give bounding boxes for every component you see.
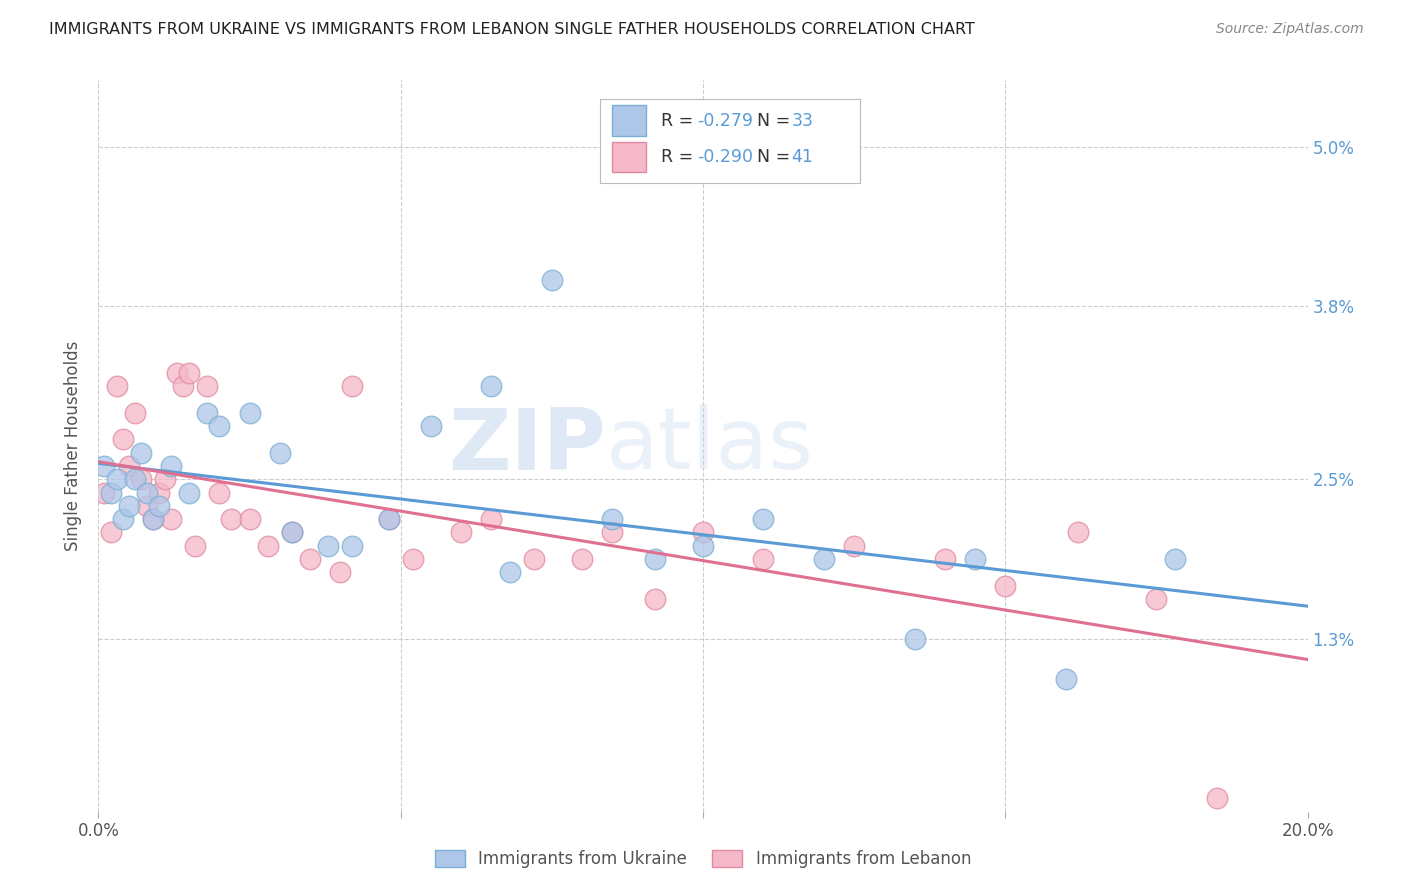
Text: -0.290: -0.290 [697, 148, 754, 166]
Point [160, 512, 183, 526]
Point [498, 566, 520, 580]
Point [342, 379, 364, 393]
Text: IMMIGRANTS FROM UKRAINE VS IMMIGRANTS FROM LEBANON SINGLE FATHER HOUSEHOLDS CORR: IMMIGRANTS FROM UKRAINE VS IMMIGRANTS FR… [49, 22, 976, 37]
Point [166, 366, 188, 380]
Point [1206, 791, 1229, 805]
Point [239, 512, 262, 526]
Point [1163, 552, 1185, 566]
Point [342, 539, 364, 553]
Point [142, 512, 165, 526]
Point [377, 512, 399, 526]
Point [813, 552, 835, 566]
Text: atlas: atlas [606, 404, 814, 488]
Point [208, 419, 231, 434]
Point [148, 499, 170, 513]
Point [100, 525, 122, 540]
FancyBboxPatch shape [600, 99, 860, 183]
Point [904, 632, 927, 646]
Text: R =: R = [661, 148, 699, 166]
Point [93, 458, 115, 473]
Point [965, 552, 987, 566]
Point [105, 472, 128, 486]
Point [105, 379, 128, 393]
Text: N =: N = [758, 112, 796, 129]
Point [118, 458, 141, 473]
Point [450, 525, 472, 540]
Point [602, 512, 624, 526]
Legend: Immigrants from Ukraine, Immigrants from Lebanon: Immigrants from Ukraine, Immigrants from… [429, 843, 977, 875]
Point [602, 525, 624, 540]
Text: 41: 41 [792, 148, 813, 166]
Point [239, 406, 262, 420]
Point [172, 379, 194, 393]
Text: Source: ZipAtlas.com: Source: ZipAtlas.com [1216, 22, 1364, 37]
Point [129, 472, 152, 486]
FancyBboxPatch shape [613, 142, 647, 172]
Point [124, 472, 146, 486]
Point [148, 485, 170, 500]
Point [142, 512, 165, 526]
Point [844, 539, 866, 553]
Y-axis label: Single Father Households: Single Father Households [65, 341, 83, 551]
Point [377, 512, 399, 526]
Point [692, 539, 714, 553]
Point [402, 552, 425, 566]
Point [208, 485, 231, 500]
Point [111, 512, 134, 526]
Point [100, 485, 122, 500]
Point [1144, 591, 1167, 606]
Point [179, 485, 201, 500]
Point [934, 552, 956, 566]
Text: 33: 33 [792, 112, 813, 129]
Text: -0.279: -0.279 [697, 112, 754, 129]
Point [481, 379, 503, 393]
Point [481, 512, 503, 526]
Point [129, 445, 152, 459]
Point [269, 445, 291, 459]
Point [135, 499, 157, 513]
Point [184, 539, 207, 553]
Point [329, 566, 352, 580]
Point [118, 499, 141, 513]
Text: N =: N = [758, 148, 796, 166]
Point [281, 525, 304, 540]
Point [299, 552, 322, 566]
Point [540, 273, 562, 287]
Point [179, 366, 201, 380]
Point [752, 552, 775, 566]
Point [135, 485, 157, 500]
Point [692, 525, 714, 540]
Point [752, 512, 775, 526]
Point [256, 539, 278, 553]
Point [153, 472, 176, 486]
Point [124, 406, 146, 420]
Point [160, 458, 183, 473]
Point [93, 485, 115, 500]
Point [644, 591, 666, 606]
Point [195, 406, 218, 420]
Point [316, 539, 339, 553]
Point [281, 525, 304, 540]
Point [1067, 525, 1090, 540]
Text: R =: R = [661, 112, 699, 129]
Point [644, 552, 666, 566]
Point [994, 579, 1017, 593]
Point [195, 379, 218, 393]
Point [221, 512, 243, 526]
Point [1054, 672, 1077, 686]
Point [420, 419, 443, 434]
Point [571, 552, 593, 566]
Point [111, 433, 134, 447]
Text: ZIP: ZIP [449, 404, 606, 488]
FancyBboxPatch shape [613, 105, 647, 136]
Point [523, 552, 546, 566]
